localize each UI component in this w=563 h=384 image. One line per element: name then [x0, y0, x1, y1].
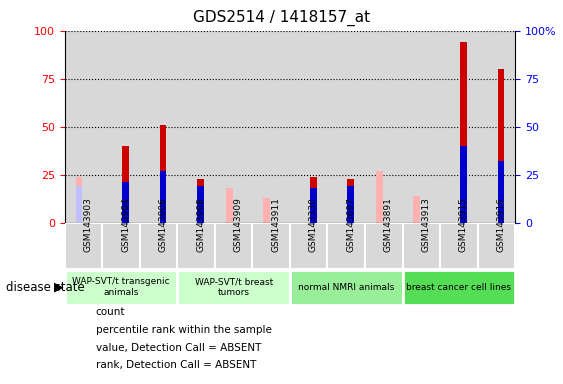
Text: GSM143697: GSM143697: [346, 198, 355, 252]
FancyBboxPatch shape: [252, 223, 290, 269]
Bar: [122, 146, 129, 223]
Bar: [403, 31, 440, 223]
Bar: [376, 171, 383, 223]
Bar: [75, 186, 82, 223]
Text: disease state: disease state: [6, 281, 84, 294]
Bar: [215, 31, 252, 223]
Bar: [252, 31, 290, 223]
Bar: [310, 188, 316, 223]
Bar: [498, 161, 504, 223]
Bar: [365, 31, 403, 223]
Text: GSM143909: GSM143909: [234, 198, 243, 252]
Bar: [413, 196, 420, 223]
FancyBboxPatch shape: [65, 223, 102, 269]
Bar: [140, 31, 177, 223]
Bar: [160, 125, 167, 223]
FancyBboxPatch shape: [177, 270, 290, 305]
Bar: [177, 31, 215, 223]
Text: ▶: ▶: [54, 281, 64, 294]
Text: GSM143330: GSM143330: [309, 198, 318, 252]
Bar: [102, 31, 140, 223]
Bar: [65, 31, 102, 223]
FancyBboxPatch shape: [140, 223, 177, 269]
Bar: [440, 31, 477, 223]
Bar: [477, 31, 515, 223]
FancyBboxPatch shape: [477, 223, 515, 269]
Text: GDS2514 / 1418157_at: GDS2514 / 1418157_at: [193, 10, 370, 26]
Text: GSM143891: GSM143891: [384, 198, 393, 252]
Bar: [75, 177, 82, 223]
Text: GSM143906: GSM143906: [159, 198, 168, 252]
Bar: [498, 69, 504, 223]
Bar: [328, 31, 365, 223]
Bar: [347, 179, 354, 223]
Text: GSM143903: GSM143903: [83, 198, 92, 252]
FancyBboxPatch shape: [328, 223, 365, 269]
Text: breast cancer cell lines: breast cancer cell lines: [406, 283, 511, 291]
Text: GSM143908: GSM143908: [196, 198, 205, 252]
Bar: [347, 186, 354, 223]
FancyBboxPatch shape: [290, 223, 328, 269]
Text: GSM143904: GSM143904: [121, 198, 130, 252]
FancyBboxPatch shape: [440, 223, 477, 269]
FancyBboxPatch shape: [177, 223, 215, 269]
FancyBboxPatch shape: [215, 223, 252, 269]
Text: GSM143916: GSM143916: [497, 198, 506, 252]
FancyBboxPatch shape: [290, 270, 403, 305]
FancyBboxPatch shape: [65, 270, 177, 305]
FancyBboxPatch shape: [102, 223, 140, 269]
Bar: [197, 179, 204, 223]
Bar: [290, 31, 328, 223]
Bar: [197, 186, 204, 223]
Text: WAP-SVT/t breast
tumors: WAP-SVT/t breast tumors: [195, 277, 272, 297]
Text: count: count: [96, 307, 125, 317]
Text: rank, Detection Call = ABSENT: rank, Detection Call = ABSENT: [96, 360, 256, 370]
Bar: [460, 42, 467, 223]
Text: WAP-SVT/t transgenic
animals: WAP-SVT/t transgenic animals: [72, 277, 170, 297]
Bar: [226, 188, 233, 223]
FancyBboxPatch shape: [403, 223, 440, 269]
Text: GSM143911: GSM143911: [271, 198, 280, 252]
Bar: [310, 177, 316, 223]
Bar: [160, 171, 167, 223]
Text: normal NMRI animals: normal NMRI animals: [298, 283, 394, 291]
Text: value, Detection Call = ABSENT: value, Detection Call = ABSENT: [96, 343, 261, 353]
Bar: [263, 198, 270, 223]
Bar: [122, 182, 129, 223]
Text: percentile rank within the sample: percentile rank within the sample: [96, 325, 271, 335]
Text: GSM143913: GSM143913: [421, 198, 430, 252]
Text: GSM143915: GSM143915: [459, 198, 468, 252]
Bar: [460, 146, 467, 223]
FancyBboxPatch shape: [403, 270, 515, 305]
FancyBboxPatch shape: [365, 223, 403, 269]
